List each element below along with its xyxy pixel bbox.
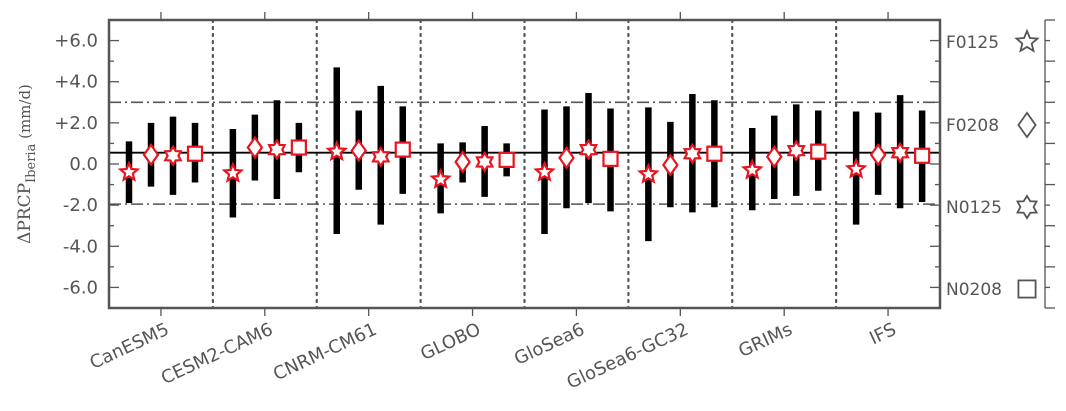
diamond-marker [142,142,160,167]
square-marker [914,147,931,164]
y-axis-label-main: ΔPRCP [15,183,35,244]
star-marker [221,161,245,183]
hexagram-marker [371,145,391,168]
square-marker [706,145,723,162]
legend-label: N0208 [946,280,1002,300]
x-tick-label: IFS [866,319,899,349]
hexagram-marker [578,138,599,161]
legend-hexagram-icon [1015,194,1039,220]
star-marker [429,167,452,190]
y-tick-label: -4.0 [63,236,98,257]
legend-label: F0125 [946,33,999,53]
x-tick-label: GLOBO [417,319,484,365]
star-marker [117,160,141,182]
diamond-marker [662,153,679,177]
y-axis-label: ΔPRCPIberia (mm/d) [15,84,39,244]
hexagram-marker [475,150,495,174]
legend-label: N0125 [946,198,1002,218]
legend-diamond-icon [1017,111,1037,139]
legend-square-icon [1017,279,1037,299]
hexagram-marker [890,141,910,164]
hexagram-marker [267,138,287,161]
axis-labels: +6.0 +4.0 +2.0 0.0 -2.0 -4.0 -6.0 ΔPRCPIberia (… [15,31,900,394]
square-marker [602,150,619,167]
square-marker [394,141,411,158]
hexagram-marker [786,139,806,162]
y-tick-label: -6.0 [63,277,98,298]
y-axis-label-subscript: Iberia [24,143,39,183]
star-marker [325,139,349,162]
legend: F0125 F0208 N0125 N0208 [946,19,1055,309]
diamond-marker [765,144,783,169]
square-marker [498,151,515,169]
star-marker [637,162,660,184]
diamond-marker [246,135,264,160]
reference-lines [109,18,940,310]
axes [107,12,942,316]
diamond-marker [454,150,471,174]
x-tick-label: GloSea6 [511,319,588,370]
diamond-marker [869,142,887,167]
x-tick-label: GRIMs [735,319,795,362]
legend-star-icon [1014,28,1040,53]
star-marker [844,157,868,179]
y-tick-label: 0.0 [69,154,98,175]
hexagram-marker [163,144,183,167]
y-tick-label: -2.0 [63,195,98,216]
diamond-marker [350,138,368,163]
star-marker [740,158,764,180]
star-marker [533,160,556,182]
x-tick-label: CNRM-CM61 [270,319,380,385]
x-tick-label: CESM2-CAM6 [158,319,276,389]
y-tick-label: +2.0 [54,113,98,134]
square-marker [186,145,204,162]
square-marker [290,139,307,156]
x-tick-label: CanESM5 [87,319,173,374]
data-markers [117,135,931,190]
y-tick-label: +4.0 [54,72,98,93]
legend-label: F0208 [946,116,999,136]
hexagram-marker [682,142,702,165]
diamond-marker [558,146,575,170]
y-axis-label-unit: (mm/d) [16,84,34,144]
y-tick-label: +6.0 [54,31,98,52]
square-marker [810,143,827,160]
